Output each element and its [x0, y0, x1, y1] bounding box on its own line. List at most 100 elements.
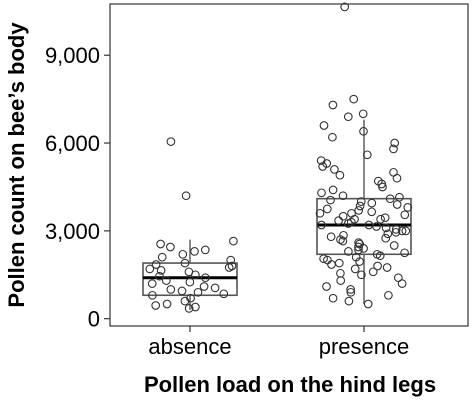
- data-point: [219, 289, 229, 299]
- data-point: [156, 266, 166, 275]
- data-point: [336, 276, 346, 285]
- data-point: [178, 249, 188, 259]
- data-point: [156, 239, 165, 249]
- data-point: [381, 233, 391, 243]
- data-point: [317, 188, 326, 198]
- data-point: [147, 279, 157, 288]
- data-point: [322, 282, 331, 291]
- data-point: [357, 270, 366, 280]
- data-point: [328, 185, 338, 195]
- data-point: [323, 255, 332, 265]
- outlier-point: [328, 100, 338, 110]
- box-group: [142, 119, 412, 310]
- data-point: [382, 263, 392, 272]
- data-point: [368, 267, 378, 277]
- data-point: [363, 299, 373, 309]
- data-point: [384, 290, 393, 300]
- y-tick-label: 0: [88, 307, 100, 332]
- data-point: [184, 267, 194, 277]
- data-point: [385, 194, 395, 204]
- outlier-point: [340, 2, 350, 12]
- data-point: [354, 238, 363, 247]
- data-point: [317, 220, 326, 230]
- data-point: [191, 302, 200, 312]
- data-point: [373, 261, 382, 271]
- data-point: [145, 264, 155, 274]
- y-axis: 0 3,000 6,000 9,000: [45, 43, 110, 332]
- data-point: [327, 260, 336, 269]
- data-point: [193, 287, 203, 297]
- data-point: [347, 208, 356, 218]
- data-point: [161, 276, 171, 285]
- data-point: [151, 260, 161, 269]
- data-point: [166, 242, 175, 252]
- data-point: [403, 203, 413, 212]
- y-tick-label: 6,000: [45, 131, 100, 156]
- data-point: [338, 211, 348, 221]
- data-point: [166, 285, 176, 294]
- data-point: [227, 261, 237, 271]
- data-point: [380, 213, 390, 223]
- data-point: [344, 247, 353, 256]
- data-point: [346, 287, 356, 297]
- data-point: [391, 227, 401, 237]
- data-point: [177, 286, 187, 296]
- y-axis-title: Pollen count on bee’s body: [4, 22, 29, 308]
- data-point: [200, 245, 210, 255]
- data-point: [400, 248, 409, 258]
- data-point: [157, 252, 167, 262]
- data-point: [316, 156, 326, 165]
- data-point: [372, 249, 382, 259]
- y-tick-label: 9,000: [45, 43, 100, 68]
- data-point: [364, 220, 374, 230]
- data-point: [199, 282, 209, 291]
- data-point: [185, 277, 195, 287]
- data-point: [162, 299, 172, 309]
- data-point: [393, 273, 403, 283]
- data-point: [319, 254, 328, 264]
- data-point: [397, 226, 407, 236]
- data-point: [390, 138, 400, 148]
- data-point: [395, 192, 404, 202]
- x-tick-label: presence: [319, 334, 410, 359]
- data-point: [373, 176, 383, 186]
- data-point: [350, 264, 360, 274]
- data-point: [148, 290, 157, 300]
- plot-frame: [109, 3, 469, 327]
- data-point: [338, 191, 348, 201]
- outlier-point: [358, 109, 368, 119]
- x-axis-title: Pollen load on the hind legs: [144, 372, 436, 397]
- data-point: [389, 144, 398, 154]
- data-point: [155, 271, 164, 281]
- data-point: [338, 236, 348, 246]
- data-point: [392, 200, 402, 209]
- data-point: [328, 132, 337, 142]
- data-point: [400, 210, 410, 220]
- data-point: [354, 206, 364, 215]
- data-point: [381, 223, 391, 233]
- x-tick-label: absence: [148, 334, 231, 359]
- data-point: [376, 214, 385, 224]
- outlier-point: [166, 137, 176, 146]
- data-point: [335, 170, 345, 180]
- data-point: [190, 247, 199, 256]
- data-point: [334, 216, 343, 225]
- outlier-point: [349, 94, 359, 104]
- data-point: [326, 232, 336, 242]
- outlier-point: [343, 112, 353, 122]
- data-point: [186, 293, 195, 303]
- data-point: [346, 285, 355, 294]
- data-point: [201, 273, 210, 283]
- data-point: [184, 304, 194, 313]
- data-point: [355, 239, 364, 249]
- data-point: [334, 258, 344, 268]
- data-point: [226, 255, 236, 265]
- data-point: [315, 208, 325, 218]
- data-point: [383, 229, 393, 239]
- data-point: [328, 293, 338, 303]
- data-point: [210, 283, 220, 293]
- data-point: [391, 225, 401, 234]
- data-point: [367, 207, 377, 217]
- data-point: [151, 301, 161, 310]
- data-point: [229, 236, 238, 246]
